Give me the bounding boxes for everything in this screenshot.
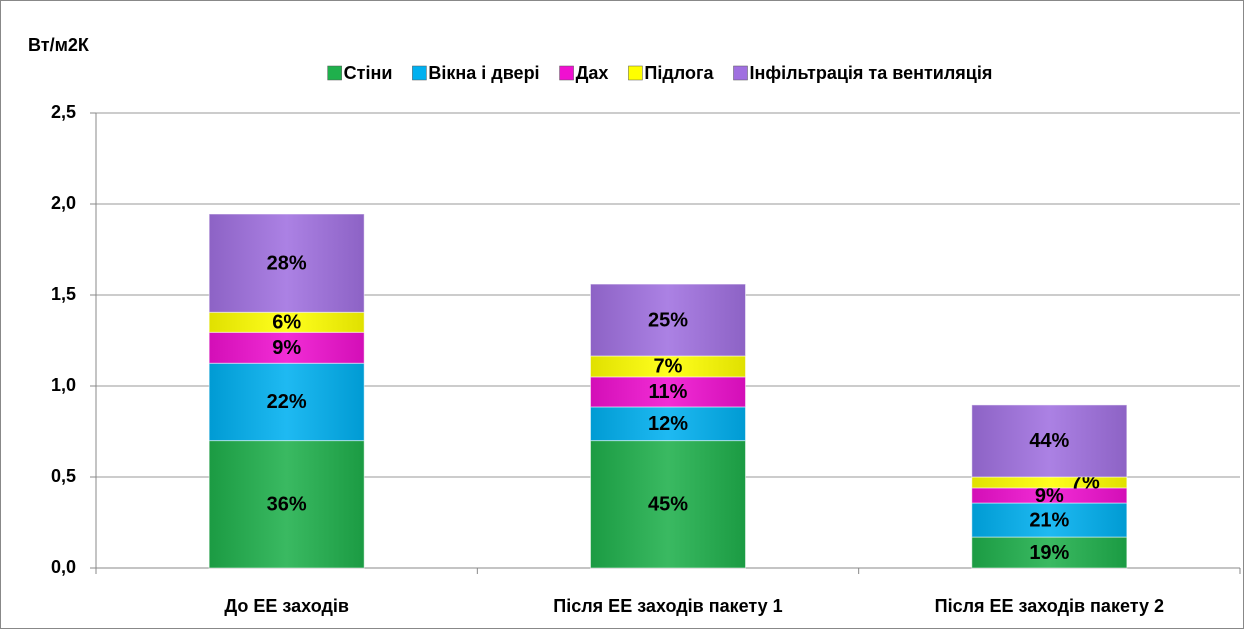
- legend-label: Вікна і двері: [428, 63, 539, 83]
- data-label: 11%: [649, 381, 688, 403]
- legend-marker: [628, 65, 643, 81]
- x-tick-label: До ЕЕ заходів: [224, 596, 349, 616]
- legend-label: Дах: [576, 63, 609, 83]
- bar-shade: [590, 376, 746, 408]
- bar-shade: [971, 476, 1128, 489]
- y-axis-label: Вт/м2К: [28, 35, 90, 55]
- legend-label: Інфільтрація та вентиляція: [750, 63, 993, 83]
- data-label: 6%: [272, 312, 301, 334]
- x-tick-label: Після ЕЕ заходів пакету 2: [935, 596, 1164, 616]
- data-label: 45%: [648, 494, 688, 516]
- bar-shade: [208, 213, 365, 313]
- bar-shade: [971, 536, 1128, 569]
- data-label: 28%: [267, 252, 307, 274]
- y-tick-label: 1,0: [51, 375, 76, 395]
- bar-shade: [590, 440, 746, 569]
- data-label: 44%: [1029, 430, 1069, 452]
- legend-marker: [412, 65, 427, 81]
- legend-marker: [559, 65, 574, 81]
- data-label: 25%: [648, 309, 688, 331]
- data-label: 36%: [267, 494, 307, 516]
- legend-marker: [327, 65, 342, 81]
- data-label: 7%: [654, 356, 683, 378]
- y-tick-label: 0,0: [51, 557, 76, 577]
- y-tick-label: 1,5: [51, 284, 76, 304]
- bar-shade: [208, 331, 365, 364]
- bar-shade: [590, 283, 746, 357]
- legend-label: Стіни: [344, 63, 393, 83]
- data-label: 22%: [267, 391, 307, 413]
- y-tick-label: 2,5: [51, 102, 76, 122]
- data-label: 9%: [1035, 485, 1064, 507]
- bar-shade: [590, 406, 746, 442]
- bar-shade: [208, 440, 365, 569]
- bar-shade: [971, 404, 1128, 478]
- data-label: 19%: [1029, 542, 1069, 564]
- y-tick-label: 2,0: [51, 193, 76, 213]
- legend-marker: [733, 65, 748, 81]
- data-label: 21%: [1029, 509, 1069, 531]
- data-label: 12%: [648, 413, 688, 435]
- y-tick-label: 0,5: [51, 466, 76, 486]
- legend-label: Підлога: [644, 63, 714, 83]
- x-tick-label: Після ЕЕ заходів пакету 1: [553, 596, 782, 616]
- data-label: 9%: [272, 337, 301, 359]
